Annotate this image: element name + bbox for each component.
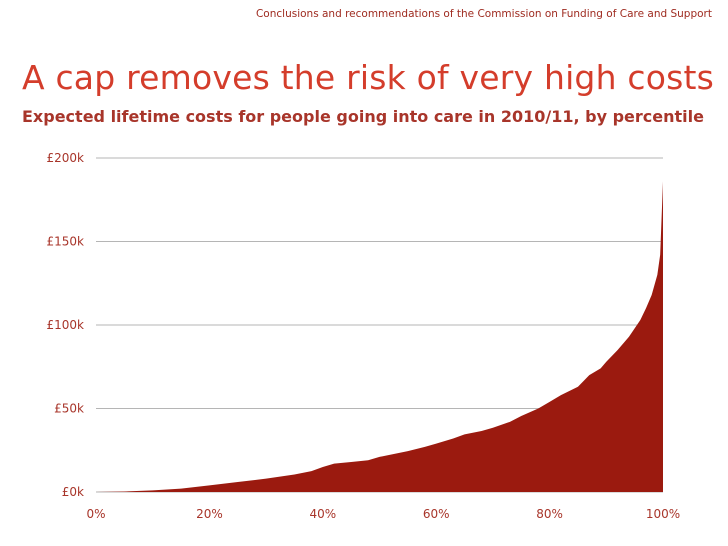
x-axis-ticks: 0% 20% 40% 60% 80% 100% <box>86 507 680 521</box>
x-tick-label: 100% <box>646 507 680 521</box>
x-tick-label: 60% <box>423 507 450 521</box>
area-series <box>96 181 663 492</box>
x-tick-label: 80% <box>536 507 563 521</box>
header-note: Conclusions and recommendations of the C… <box>255 8 712 20</box>
slide-title: A cap removes the risk of very high cost… <box>22 58 715 97</box>
y-tick-label: £200k <box>47 151 85 165</box>
y-axis-ticks: £0k £50k £100k £150k £200k <box>47 151 85 499</box>
chart-title: Expected lifetime costs for people going… <box>22 107 704 126</box>
x-tick-label: 20% <box>196 507 223 521</box>
y-tick-label: £50k <box>54 402 84 416</box>
cost-area <box>96 181 663 492</box>
x-tick-label: 0% <box>86 507 105 521</box>
y-tick-label: £150k <box>47 235 85 249</box>
x-tick-label: 40% <box>309 507 336 521</box>
y-tick-label: £0k <box>62 485 84 499</box>
y-tick-label: £100k <box>47 318 85 332</box>
